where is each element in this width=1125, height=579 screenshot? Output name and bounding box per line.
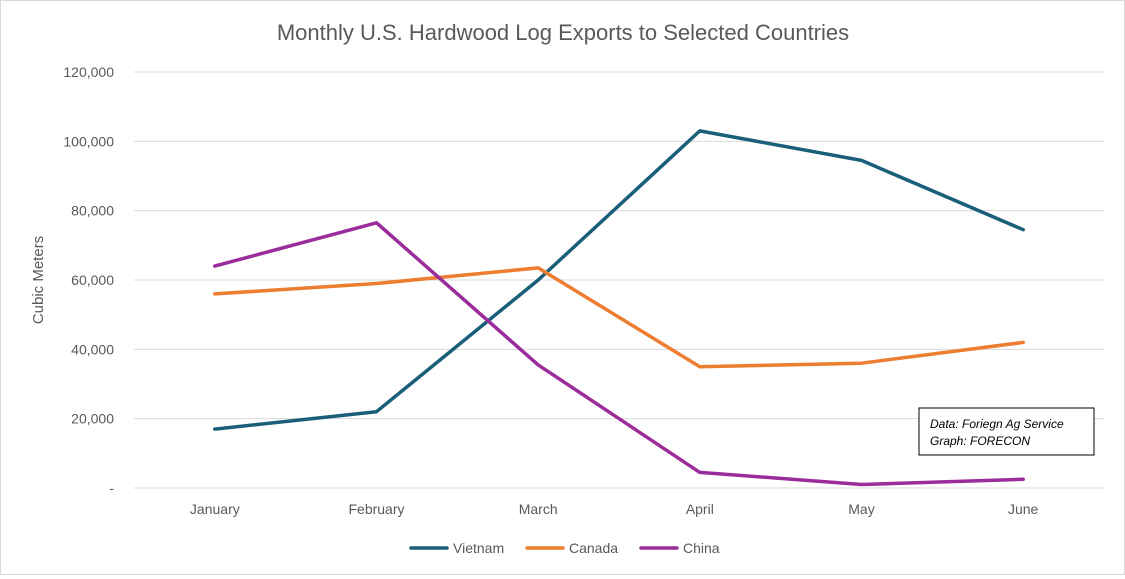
y-tick-label: 20,000 bbox=[71, 411, 114, 427]
y-axis-label: Cubic Meters bbox=[30, 236, 47, 324]
series-line-canada bbox=[213, 266, 1025, 369]
legend-label: Canada bbox=[569, 540, 618, 556]
x-axis-ticks: January February March April May June bbox=[190, 501, 1039, 517]
x-tick-label: February bbox=[348, 501, 404, 517]
source-note-box bbox=[918, 407, 1095, 456]
y-tick-label: 60,000 bbox=[71, 272, 114, 288]
source-note-line2: Graph: FORECON bbox=[930, 434, 1030, 448]
x-tick-label: April bbox=[686, 501, 714, 517]
legend: Vietnam Canada China bbox=[409, 540, 720, 556]
legend-label: Vietnam bbox=[453, 540, 504, 556]
x-tick-label: May bbox=[848, 501, 874, 517]
y-tick-label: - bbox=[109, 480, 114, 496]
y-tick-label: 40,000 bbox=[71, 341, 114, 357]
source-note-line1: Data: Foriegn Ag Service bbox=[930, 417, 1064, 431]
x-tick-label: March bbox=[519, 501, 558, 517]
x-tick-label: June bbox=[1008, 501, 1039, 517]
series-lines bbox=[213, 129, 1025, 487]
series-line-vietnam bbox=[213, 129, 1025, 431]
y-axis-ticks: - 20,000 40,000 60,000 80,000 100,000 120,000 bbox=[63, 64, 114, 496]
x-tick-label: January bbox=[190, 501, 240, 517]
y-tick-label: 120,000 bbox=[63, 64, 114, 80]
y-tick-label: 80,000 bbox=[71, 203, 114, 219]
source-note: Data: Foriegn Ag Service Graph: FORECON bbox=[918, 407, 1095, 456]
chart-title: Monthly U.S. Hardwood Log Exports to Sel… bbox=[277, 20, 849, 45]
legend-label: China bbox=[683, 540, 720, 556]
y-tick-label: 100,000 bbox=[63, 133, 114, 149]
series-line-china bbox=[213, 221, 1025, 487]
